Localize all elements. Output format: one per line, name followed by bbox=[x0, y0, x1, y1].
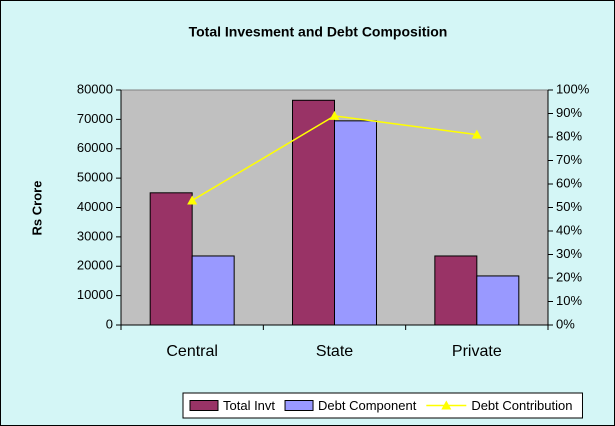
y2-tick-label: 0% bbox=[556, 316, 575, 331]
bar bbox=[191, 255, 235, 326]
line-marker bbox=[329, 110, 340, 120]
y-tick-label: 0 bbox=[106, 316, 113, 331]
legend-label: Debt Contribution bbox=[471, 398, 572, 413]
y2-tick-label: 40% bbox=[556, 222, 582, 237]
y-tick-label: 20000 bbox=[77, 258, 113, 273]
y-tick-label: 10000 bbox=[77, 287, 113, 302]
line-marker bbox=[471, 129, 482, 139]
y2-tick-label: 30% bbox=[556, 246, 582, 261]
y-tick-label: 30000 bbox=[77, 228, 113, 243]
legend-swatch bbox=[284, 400, 314, 411]
bar bbox=[434, 255, 478, 326]
line-marker bbox=[187, 195, 198, 205]
x-tick-label: Central bbox=[166, 343, 218, 360]
y-axis-label: Rs Crore bbox=[29, 181, 44, 236]
legend-swatch bbox=[189, 400, 219, 411]
y2-tick-label: 60% bbox=[556, 175, 582, 190]
legend: Total Invt Debt Component Debt Contributio… bbox=[182, 392, 583, 419]
x-tick-label: Private bbox=[452, 343, 502, 360]
bar bbox=[149, 192, 193, 326]
y2-tick-label: 90% bbox=[556, 105, 582, 120]
y2-tick-label: 20% bbox=[556, 269, 582, 284]
y2-tick-label: 100% bbox=[556, 81, 590, 96]
y2-tick-label: 50% bbox=[556, 199, 582, 214]
bar bbox=[476, 275, 520, 326]
legend-label: Debt Component bbox=[318, 398, 417, 413]
x-tick-label: State bbox=[316, 343, 353, 360]
bar bbox=[292, 99, 335, 326]
legend-label: Total Invt bbox=[223, 398, 275, 413]
legend-marker bbox=[441, 400, 452, 410]
y-tick-label: 50000 bbox=[77, 170, 113, 185]
y-tick-label: 60000 bbox=[77, 140, 113, 155]
legend-box bbox=[182, 392, 583, 419]
y2-tick-label: 10% bbox=[556, 293, 582, 308]
y2-tick-label: 70% bbox=[556, 152, 582, 167]
chart-title: Total Invesment and Debt Composition bbox=[189, 24, 448, 40]
y-tick-label: 70000 bbox=[77, 111, 113, 126]
bar bbox=[334, 120, 377, 326]
y2-tick-label: 80% bbox=[556, 128, 582, 143]
y-tick-label: 40000 bbox=[77, 199, 113, 214]
y-tick-label: 80000 bbox=[77, 81, 113, 96]
